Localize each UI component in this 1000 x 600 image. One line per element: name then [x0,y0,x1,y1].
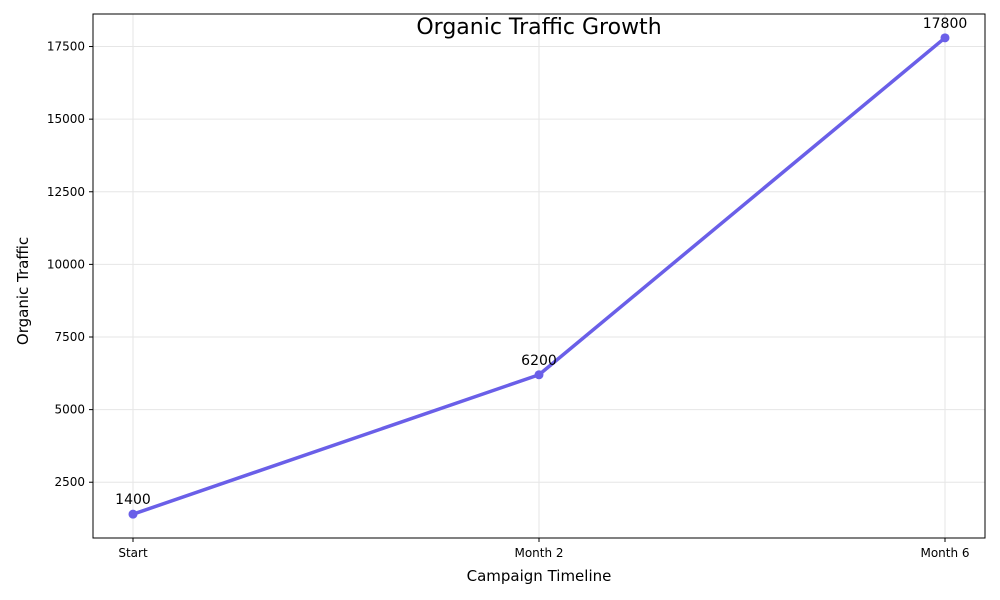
y-tick-label: 2500 [54,475,85,489]
data-point [940,33,950,43]
y-axis-title: Organic Traffic [14,237,32,345]
data-label: 6200 [521,353,557,369]
series-layer [128,33,950,519]
y-tick-label: 10000 [47,257,85,271]
grid-lines [93,14,985,538]
data-label: 17800 [923,16,968,32]
chart-title: Organic Traffic Growth [416,15,661,40]
y-tick-label: 17500 [47,40,85,54]
data-point [128,509,138,519]
data-labels: 1400 6200 17800 [115,16,967,508]
y-tick-label: 7500 [54,330,85,344]
y-tick-label: 12500 [47,185,85,199]
x-tick-label: Start [118,546,148,560]
axis-ticks: 2500 5000 7500 10000 12500 15000 17500 Start Mon… [47,40,970,560]
data-point [534,370,544,380]
x-axis-title: Campaign Timeline [467,567,612,585]
y-tick-label: 15000 [47,112,85,126]
x-tick-label: Month 2 [514,546,563,560]
x-tick-label: Month 6 [920,546,969,560]
data-label: 1400 [115,492,151,508]
y-tick-label: 5000 [54,403,85,417]
